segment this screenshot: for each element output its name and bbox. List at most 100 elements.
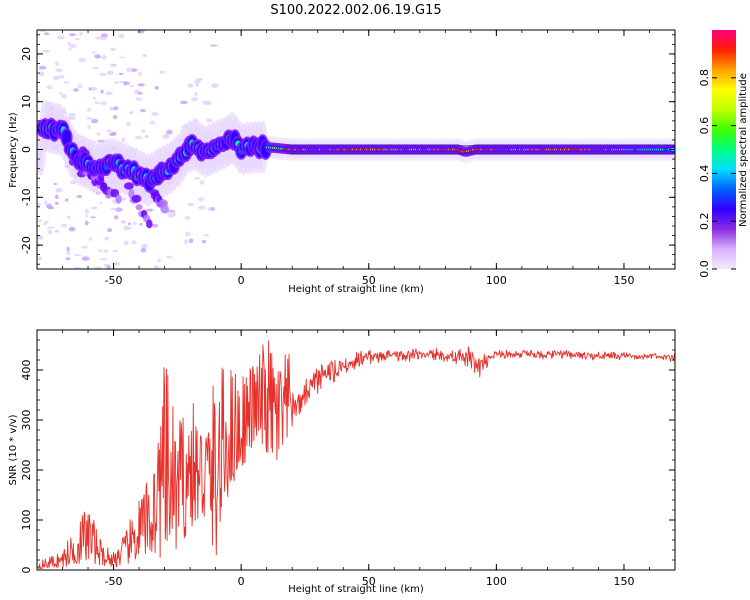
spectrogram-speckle — [91, 87, 98, 91]
snr-panel: -50 0 50 100 150 0 100 200 300 400 Height of str… — [8, 329, 676, 595]
spectrogram-speckle — [98, 249, 103, 253]
colorbar-ticks: 0.0 0.2 0.4 0.6 0.8 — [698, 69, 736, 278]
spectrogram-speckle — [73, 266, 82, 269]
spectrogram-speckle — [210, 207, 215, 211]
spectrogram-speckle — [112, 115, 118, 120]
spectrogram-speckle — [67, 41, 71, 46]
spectrogram-speckle — [81, 256, 90, 261]
spectrogram-speckle — [37, 256, 43, 261]
y-tick-label: 400 — [20, 360, 33, 381]
colorbar-label: Normalized spectral amplitude — [738, 73, 749, 227]
spectrogram-speckle — [68, 226, 76, 232]
spectrogram-speckle — [180, 100, 188, 105]
spectrogram-speckle — [77, 84, 83, 89]
y-tick-label: 0 — [20, 146, 33, 153]
spectrogram-speckle — [68, 112, 76, 117]
spectrogram-speckle — [139, 108, 146, 113]
spectrogram-branch — [146, 219, 153, 229]
spectrogram-speckle — [73, 88, 79, 92]
spectrogram-speckle — [46, 203, 53, 209]
spectrogram-speckle — [90, 216, 96, 219]
spectrogram-branch — [123, 182, 134, 190]
spectrogram-speckle — [61, 223, 68, 228]
spectrogram-speckle — [68, 33, 76, 37]
colorbar-tick-label: 0.2 — [698, 212, 711, 230]
spectrogram-speckle — [111, 131, 117, 135]
spectrogram-speckle — [194, 91, 198, 97]
spectrogram-speckle — [59, 91, 63, 95]
spectrogram-speckle — [137, 92, 143, 95]
spectrogram-speckle — [81, 245, 88, 249]
x-tick-label: 100 — [486, 575, 507, 588]
spectrogram-speckle — [133, 221, 137, 226]
spectrogram-speckle — [184, 215, 191, 220]
x-tick-label: -50 — [105, 575, 123, 588]
y-tick-label: 0 — [20, 567, 33, 574]
spectrogram-speckle — [67, 215, 71, 220]
spectrogram-speckle — [47, 229, 53, 235]
spectrogram-speckle — [123, 81, 128, 86]
spectrogram-speckle — [121, 137, 126, 142]
spectrogram-speckle — [100, 36, 108, 41]
x-tick-label: 0 — [238, 575, 245, 588]
spectrogram-speckle — [90, 206, 98, 210]
spectrogram-speckle — [120, 219, 126, 224]
spectrogram-speckle — [79, 31, 83, 36]
spectrogram-speckle — [126, 122, 131, 127]
spectrogram-speckle — [194, 79, 202, 84]
y-tick-label: -10 — [20, 188, 33, 206]
colorbar-tick-label: 0.0 — [698, 260, 711, 278]
spectrogram-speckle — [99, 258, 108, 261]
snr-x-label: Height of straight line (km) — [288, 584, 424, 595]
spectrogram-speckle — [75, 38, 80, 41]
spectrogram-speckle — [94, 101, 101, 105]
spectrogram-speckle — [55, 68, 63, 73]
spectrogram-speckle — [84, 214, 89, 217]
spectrogram-speckle — [166, 129, 173, 135]
spectrogram-speckle — [151, 223, 159, 228]
spectrogram-panel: -50 0 50 100 150 -20 -10 0 10 20 Height of strai… — [8, 29, 676, 295]
spectrogram-speckle — [38, 65, 47, 70]
x-tick-label: 100 — [486, 274, 507, 287]
colorbar-tick-label: 0.8 — [698, 69, 711, 87]
spectrogram-speckle — [44, 32, 50, 36]
spectrogram-speckle — [44, 200, 48, 205]
x-tick-label: 50 — [362, 274, 376, 287]
spectrogram-speckle — [109, 47, 117, 51]
spectrogram-speckle — [42, 49, 50, 53]
spectrogram-speckle — [46, 85, 53, 90]
spectrogram-speckle — [62, 81, 70, 84]
spectrogram-speckle — [135, 97, 143, 101]
spectrogram-speckle — [109, 106, 114, 112]
spectrogram-speckle — [118, 72, 124, 76]
spectrogram-speckle — [65, 257, 71, 261]
spectrogram-speckle — [141, 129, 146, 133]
spectrogram-speckle — [118, 33, 125, 39]
spectrogram-speckle — [198, 205, 206, 210]
spectrogram-speckle — [76, 194, 83, 199]
spectrogram-speckle — [94, 266, 102, 269]
spectrogram-speckle — [92, 96, 96, 100]
spectrogram-speckle — [89, 236, 93, 242]
spectrogram-x-ticks: -50 0 50 100 150 — [36, 30, 676, 287]
spectrogram-speckle — [64, 198, 69, 202]
spectrogram-speckle — [125, 227, 133, 230]
spectrogram-speckle — [101, 55, 107, 60]
y-tick-label: 100 — [20, 510, 33, 531]
spectrogram-speckle — [153, 264, 160, 269]
spectrogram-speckle — [121, 198, 126, 201]
spectrogram-speckle — [154, 85, 159, 90]
snr-y-ticks: 0 100 200 300 400 — [20, 329, 675, 574]
spectrogram-speckle — [92, 66, 99, 70]
spectrogram-speckle — [162, 134, 170, 139]
snr-marks — [37, 340, 675, 570]
spectrogram-speckle — [129, 111, 134, 115]
spectrogram-speckle — [61, 93, 67, 99]
spectrogram-speckle — [187, 83, 194, 88]
spectrogram-speckle — [113, 106, 119, 111]
spectrogram-speckle — [197, 197, 205, 202]
spectrogram-speckle — [185, 231, 191, 237]
spectrogram-speckle — [37, 218, 43, 222]
spectrogram-speckle — [58, 75, 65, 79]
spectrogram-speckle — [119, 56, 126, 59]
